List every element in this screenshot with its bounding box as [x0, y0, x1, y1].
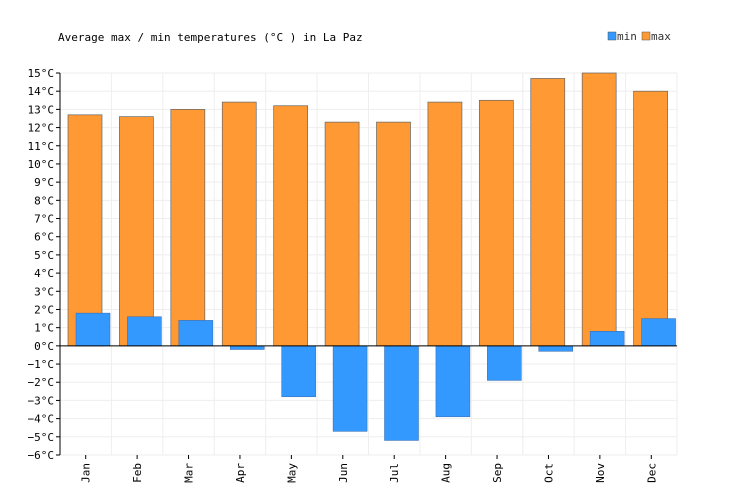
- x-tick-label: Nov: [594, 463, 607, 483]
- x-tick-label: Jan: [80, 463, 93, 483]
- y-tick-label: 1°C: [34, 322, 54, 335]
- y-tick-label: 14°C: [28, 85, 55, 98]
- y-tick-label: 5°C: [34, 249, 54, 262]
- y-tick-label: 9°C: [34, 176, 54, 189]
- x-tick-label: Oct: [542, 463, 555, 483]
- legend-label-min: min: [617, 30, 637, 43]
- bar-max-may: [273, 105, 309, 347]
- plot-area: −6°C −5°C −4°C −3°C −2°C −1°C 0°C 1°C 2°C 3°C 4°C 5…: [28, 67, 678, 483]
- bar-max-mar: [170, 109, 206, 347]
- y-tick-label: −5°C: [28, 431, 55, 444]
- bar-min-jun: [332, 345, 368, 432]
- y-tick-label: 11°C: [28, 140, 55, 153]
- x-tick-label: Sep: [491, 463, 504, 483]
- chart-title: Average max / min temperatures (°C ) in …: [58, 31, 363, 44]
- y-tick-label: 8°C: [34, 194, 54, 207]
- y-tick-label: 0°C: [34, 340, 54, 353]
- bar-min-feb: [127, 316, 162, 347]
- x-tick-label: Jun: [337, 463, 350, 483]
- y-tick-label: 7°C: [34, 213, 54, 226]
- x-tick-label: Aug: [440, 463, 453, 483]
- bar-min-aug: [435, 345, 471, 418]
- bar-max-nov: [581, 72, 617, 347]
- bar-max-oct: [530, 78, 566, 347]
- y-tick-label: 2°C: [34, 303, 54, 316]
- y-tick-label: −6°C: [28, 449, 55, 462]
- y-tick-label: −2°C: [28, 376, 55, 389]
- bar-min-may: [281, 345, 316, 398]
- x-tick-label: May: [285, 463, 298, 483]
- bar-min-apr: [230, 345, 265, 350]
- x-tick-label: Jul: [388, 463, 401, 483]
- y-tick-label: −3°C: [28, 394, 55, 407]
- y-tick-label: 15°C: [28, 67, 55, 80]
- y-tick-label: 10°C: [28, 158, 55, 171]
- bar-min-jul: [384, 345, 419, 441]
- bar-max-feb: [119, 116, 154, 347]
- bar-min-jan: [75, 312, 111, 347]
- legend-swatch-min: [607, 31, 617, 41]
- bar-min-oct: [538, 345, 573, 352]
- y-tick-label: 13°C: [28, 103, 55, 116]
- x-tick-label: Apr: [234, 463, 247, 483]
- x-tick-label: Mar: [183, 463, 196, 483]
- y-tick-label: 4°C: [34, 267, 54, 280]
- bar-max-sep: [478, 99, 514, 347]
- legend: min max: [607, 30, 671, 43]
- bar-min-nov: [589, 331, 625, 347]
- y-tick-label: −4°C: [28, 413, 55, 426]
- x-tick-label: Dec: [645, 463, 658, 483]
- bar-max-dec: [633, 90, 668, 347]
- legend-label-max: max: [651, 30, 671, 43]
- x-tick-label: Feb: [131, 463, 144, 483]
- bar-max-jul: [376, 121, 411, 347]
- y-tick-label: 12°C: [28, 122, 55, 135]
- y-tick-label: 6°C: [34, 231, 54, 244]
- bar-max-apr: [221, 101, 257, 347]
- legend-swatch-max: [641, 31, 651, 41]
- bar-max-jun: [324, 121, 360, 347]
- bar-min-sep: [487, 345, 522, 381]
- bar-max-jan: [67, 114, 103, 347]
- y-tick-label: 3°C: [34, 285, 54, 298]
- bar-max-aug: [427, 101, 463, 347]
- y-tick-label: −1°C: [28, 358, 55, 371]
- bar-min-dec: [641, 318, 676, 347]
- bar-min-mar: [178, 320, 214, 347]
